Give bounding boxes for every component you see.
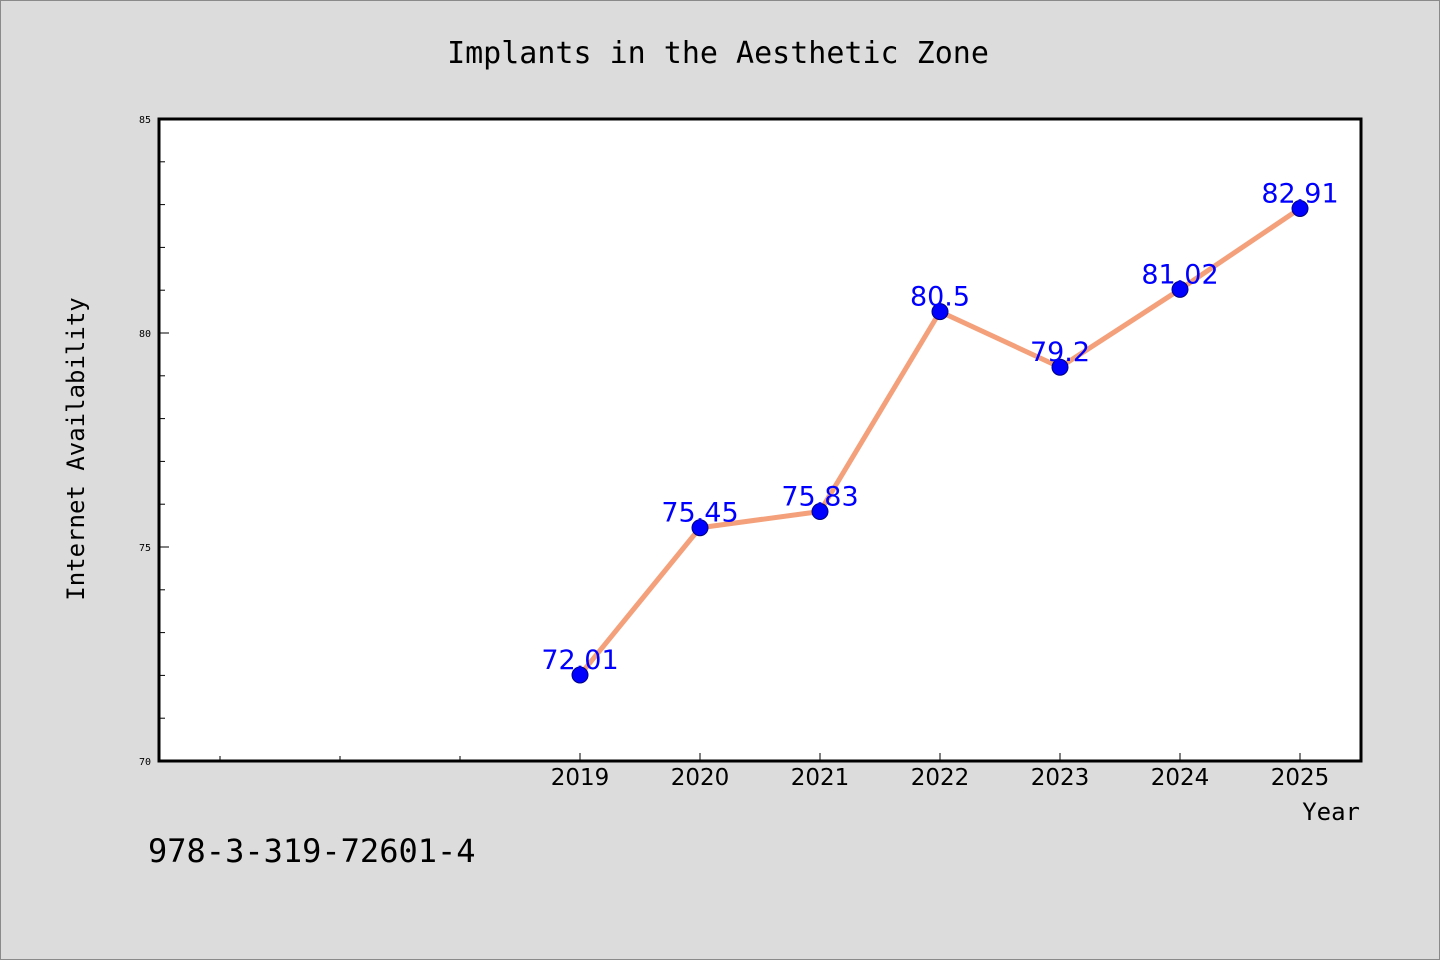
data-label: 82.91 [1261, 178, 1338, 209]
y-tick-label: 80 [139, 329, 151, 340]
y-axis: 70 75 80 85 [139, 115, 169, 768]
x-tick-label: 2025 [1271, 765, 1330, 791]
x-tick-label: 2024 [1151, 765, 1210, 791]
data-labels: 72.01 75.45 75.83 80.5 79.2 81.02 82.91 [541, 178, 1338, 676]
data-point [691, 519, 709, 537]
y-tick-label: 85 [139, 115, 151, 126]
data-label: 80.5 [910, 282, 970, 313]
x-axis: 2019 2020 2021 2022 2023 2024 2025 [219, 753, 1330, 791]
data-label: 75.83 [781, 481, 858, 512]
y-tick-label: 70 [139, 757, 151, 768]
x-tick-label: 2023 [1031, 765, 1090, 791]
isbn-text: 978-3-319-72601-4 [148, 832, 476, 870]
x-axis-label: Year [1302, 798, 1360, 826]
data-label: 72.01 [541, 645, 618, 676]
data-point [811, 502, 829, 520]
data-point [1171, 280, 1189, 298]
data-point [931, 303, 949, 321]
data-label: 79.2 [1030, 337, 1090, 368]
x-tick-label: 2019 [551, 765, 610, 791]
data-point [571, 666, 589, 684]
plot-area [157, 117, 1363, 763]
data-point [1291, 199, 1309, 217]
data-label: 75.45 [661, 498, 738, 529]
data-point [1051, 358, 1069, 376]
y-tick-label: 75 [139, 543, 151, 554]
x-tick-label: 2022 [911, 765, 970, 791]
chart-title: Implants in the Aesthetic Zone [447, 36, 989, 71]
y-axis-label: Internet Availability [62, 297, 90, 600]
x-tick-label: 2021 [791, 765, 850, 791]
x-tick-label: 2020 [671, 765, 730, 791]
data-label: 81.02 [1141, 259, 1218, 290]
series-line [571, 199, 1309, 684]
